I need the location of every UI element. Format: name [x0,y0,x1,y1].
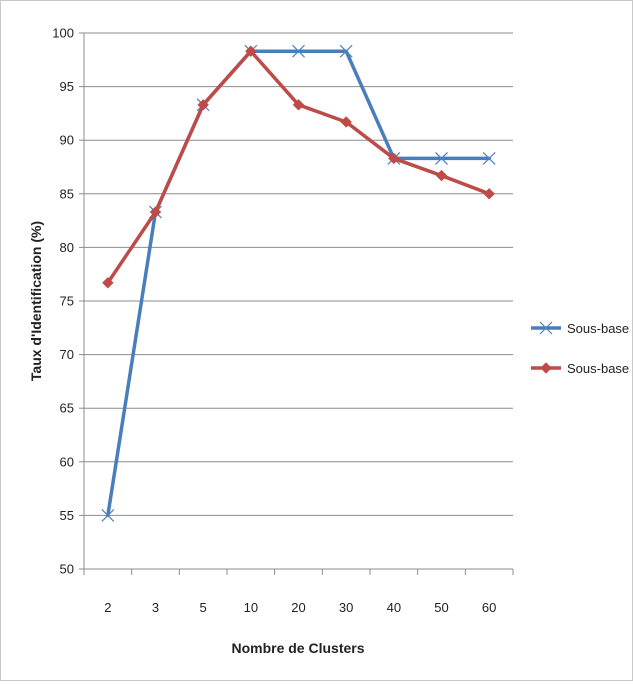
data-point-diamond-icon [540,362,552,374]
data-point-diamond-icon [340,116,352,128]
data-point-diamond-icon [245,45,257,57]
series [101,44,496,522]
legend-label: Sous-base 2 [567,361,632,376]
y-axis-title: Taux d'Identification (%) [28,221,44,381]
x-tick-label: 50 [434,600,448,615]
legend-item: Sous-base 2 [531,361,633,376]
axes [79,32,514,575]
gridlines [84,32,513,516]
x-tick-label: 5 [200,600,207,615]
data-point-diamond-icon [435,169,448,182]
y-tick-label: 50 [60,562,74,577]
legend: Sous-base 1 Sous-base 2 [531,321,633,376]
y-tick-label: 95 [60,79,74,94]
x-stroke [292,44,305,58]
y-tick-label: 90 [60,133,74,148]
data-point-diamond-icon [483,188,495,200]
x-tick-label: 20 [291,600,305,615]
x-axis-title: Nombre de Clusters [231,640,364,656]
legend-label: Sous-base 1 [567,321,632,336]
data-point-x-icon [292,44,305,58]
x-tick-label: 30 [339,600,353,615]
x-tick-label: 10 [244,600,258,615]
data-point-diamond-icon [197,99,209,111]
x-tick-label: 3 [152,600,159,615]
data-point-x-icon [482,151,496,165]
data-point-diamond-icon [388,152,400,165]
x-stroke [101,508,115,522]
data-point-x-icon [339,44,353,58]
series-2 [102,45,495,289]
x-stroke [482,151,496,165]
data-point-diamond-icon [102,277,114,289]
legend-item: Sous-base 1 [531,321,633,336]
data-point-diamond-icon [292,99,305,111]
data-point-x-icon [539,321,553,335]
data-point-x-icon [101,508,115,522]
y-tick-label: 80 [60,240,74,255]
x-tick-labels: 2 3 5 10 20 30 40 50 60 [104,600,496,615]
y-tick-label: 100 [52,26,74,41]
x-stroke [435,151,448,165]
x-stroke [539,321,553,335]
y-tick-label: 65 [60,401,74,416]
series-1 [101,44,496,522]
y-tick-label: 60 [60,454,74,469]
data-point-diamond-icon [149,206,162,218]
y-tick-label: 70 [60,347,74,362]
x-tick-label: 60 [482,600,496,615]
x-tick-label: 2 [104,600,111,615]
series-line [106,49,491,518]
data-point-x-icon [435,151,448,165]
series-line [106,49,491,285]
y-tick-label: 75 [60,294,74,309]
y-tick-label: 55 [60,508,74,523]
x-stroke [339,44,353,58]
y-tick-label: 85 [60,186,74,201]
x-tick-label: 40 [387,600,401,615]
y-tick-labels: 50 55 60 65 70 75 80 85 90 95 100 [52,26,74,577]
